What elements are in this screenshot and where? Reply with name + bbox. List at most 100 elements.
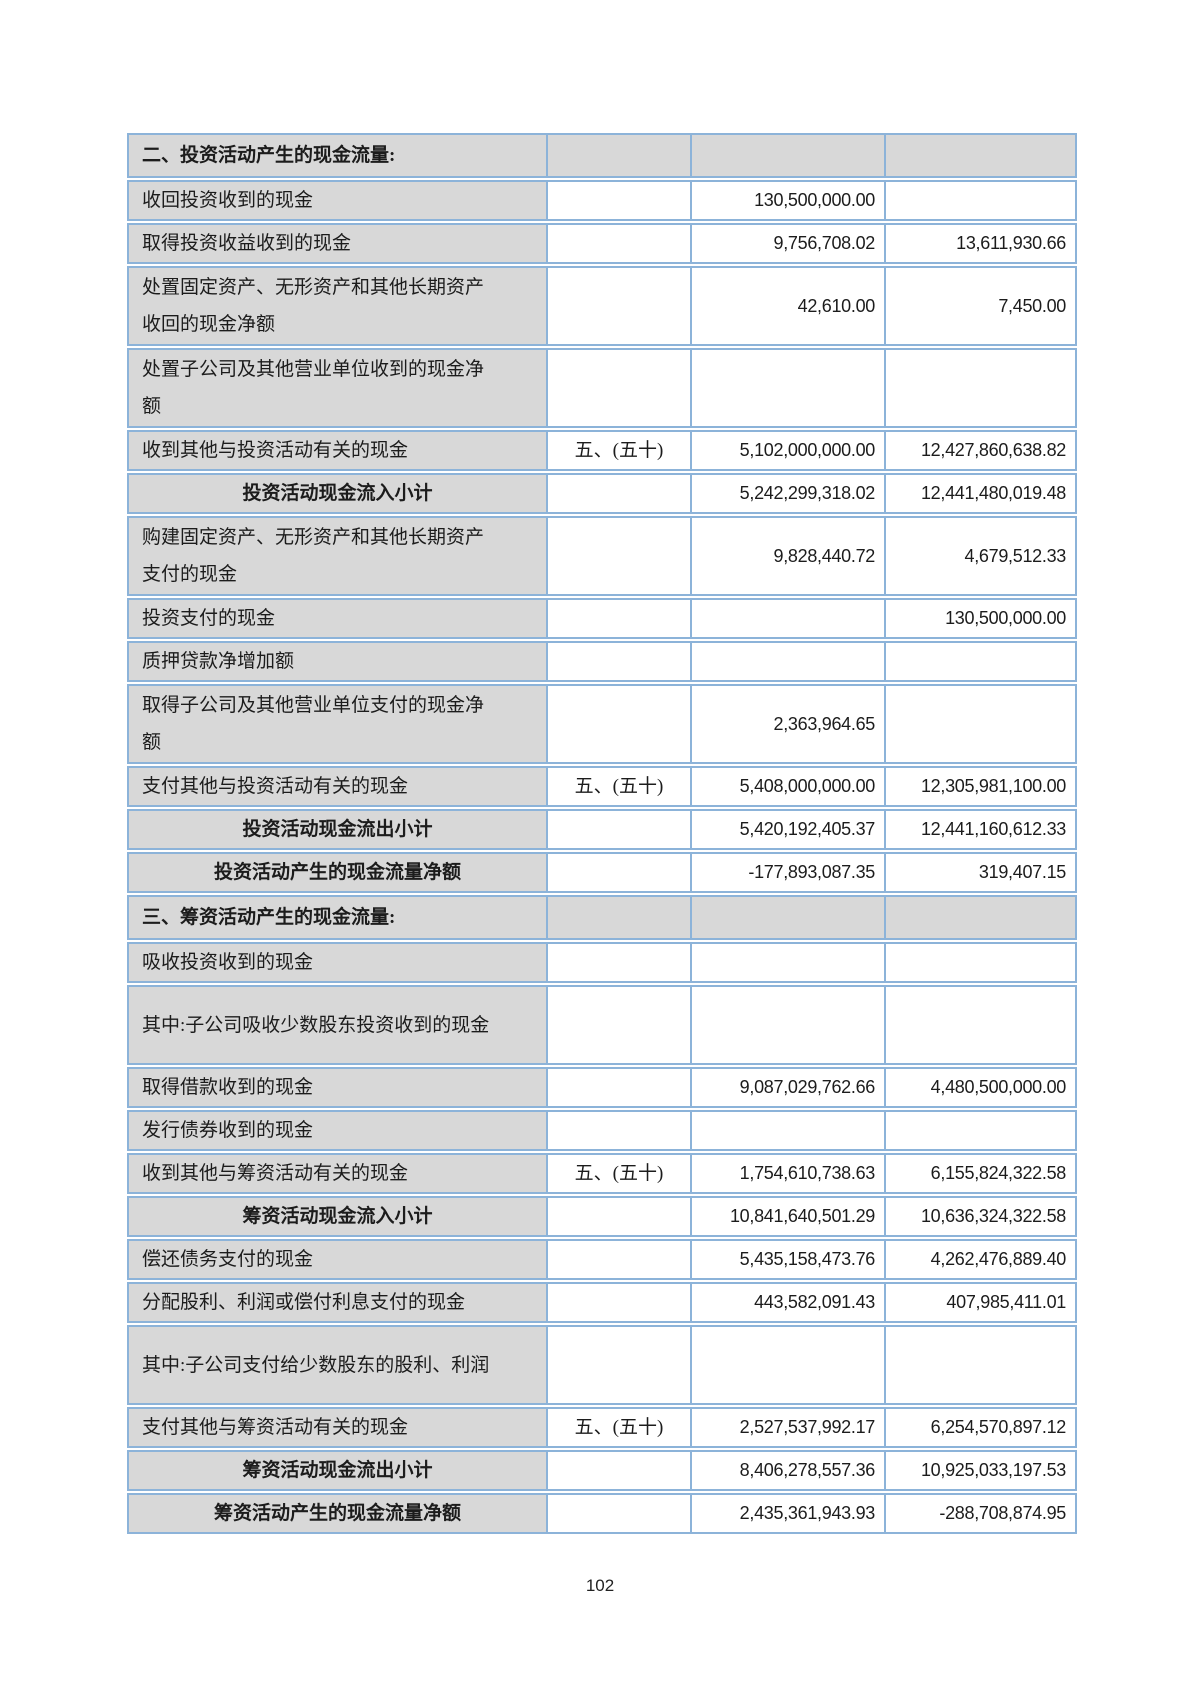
row-note-reference — [546, 1282, 690, 1323]
table-row: 投资活动现金流出小计 5,420,192,405.37 12,441,160,6… — [127, 809, 1077, 850]
row-note-reference — [546, 1196, 690, 1237]
row-item-label: 二、投资活动产生的现金流量: — [127, 133, 546, 178]
row-prior-period-value: 12,305,981,100.00 — [884, 766, 1077, 807]
row-current-period-value: 5,102,000,000.00 — [690, 430, 884, 471]
table-row: 其中:子公司支付给少数股东的股利、利润 — [127, 1325, 1077, 1405]
row-note-reference — [546, 809, 690, 850]
row-item-label: 收回投资收到的现金 — [127, 180, 546, 221]
table-row: 取得借款收到的现金 9,087,029,762.66 4,480,500,000… — [127, 1067, 1077, 1108]
table-row: 筹资活动现金流入小计 10,841,640,501.29 10,636,324,… — [127, 1196, 1077, 1237]
row-current-period-value — [690, 942, 884, 983]
row-item-label: 取得借款收到的现金 — [127, 1067, 546, 1108]
row-item-label: 收到其他与投资活动有关的现金 — [127, 430, 546, 471]
row-note-reference — [546, 985, 690, 1065]
row-current-period-value: 5,242,299,318.02 — [690, 473, 884, 514]
row-prior-period-value: 10,925,033,197.53 — [884, 1450, 1077, 1491]
row-prior-period-value: 4,262,476,889.40 — [884, 1239, 1077, 1280]
table-row: 收到其他与筹资活动有关的现金 五、(五十) 1,754,610,738.63 6… — [127, 1153, 1077, 1194]
row-prior-period-value: 4,679,512.33 — [884, 516, 1077, 596]
table-row: 投资活动现金流入小计 5,242,299,318.02 12,441,480,0… — [127, 473, 1077, 514]
row-item-label: 处置固定资产、无形资产和其他长期资产收回的现金净额 — [127, 266, 546, 346]
row-prior-period-value — [884, 1110, 1077, 1151]
table-row: 处置子公司及其他营业单位收到的现金净额 — [127, 348, 1077, 428]
cash-flow-table-body: 二、投资活动产生的现金流量: 收回投资收到的现金 130,500,000.00 … — [127, 133, 1077, 1534]
row-prior-period-value — [884, 985, 1077, 1065]
row-item-label: 其中:子公司支付给少数股东的股利、利润 — [127, 1325, 546, 1405]
row-prior-period-value — [884, 180, 1077, 221]
row-item-label: 取得投资收益收到的现金 — [127, 223, 546, 264]
table-row: 吸收投资收到的现金 — [127, 942, 1077, 983]
row-note-reference — [546, 473, 690, 514]
row-prior-period-value — [884, 348, 1077, 428]
row-note-reference — [546, 180, 690, 221]
table-row: 质押贷款净增加额 — [127, 641, 1077, 682]
row-note-reference — [546, 598, 690, 639]
table-row: 其中:子公司吸收少数股东投资收到的现金 — [127, 985, 1077, 1065]
row-item-label: 筹资活动现金流入小计 — [127, 1196, 546, 1237]
row-prior-period-value: 12,427,860,638.82 — [884, 430, 1077, 471]
row-current-period-value: 2,363,964.65 — [690, 684, 884, 764]
row-current-period-value — [690, 895, 884, 940]
row-prior-period-value — [884, 641, 1077, 682]
row-current-period-value: 130,500,000.00 — [690, 180, 884, 221]
table-row: 投资支付的现金 130,500,000.00 — [127, 598, 1077, 639]
table-row: 发行债券收到的现金 — [127, 1110, 1077, 1151]
row-current-period-value — [690, 348, 884, 428]
row-current-period-value: 8,406,278,557.36 — [690, 1450, 884, 1491]
row-prior-period-value — [884, 1325, 1077, 1405]
row-note-reference — [546, 348, 690, 428]
row-note-reference: 五、(五十) — [546, 1153, 690, 1194]
row-current-period-value: 5,435,158,473.76 — [690, 1239, 884, 1280]
row-item-label: 处置子公司及其他营业单位收到的现金净额 — [127, 348, 546, 428]
table-row: 取得投资收益收到的现金 9,756,708.02 13,611,930.66 — [127, 223, 1077, 264]
row-current-period-value: 2,527,537,992.17 — [690, 1407, 884, 1448]
row-current-period-value: -177,893,087.35 — [690, 852, 884, 893]
row-item-label: 发行债券收到的现金 — [127, 1110, 546, 1151]
row-item-label: 投资活动现金流出小计 — [127, 809, 546, 850]
row-note-reference — [546, 684, 690, 764]
row-note-reference — [546, 641, 690, 682]
table-row: 二、投资活动产生的现金流量: — [127, 133, 1077, 178]
row-prior-period-value — [884, 684, 1077, 764]
row-note-reference — [546, 1239, 690, 1280]
row-note-reference — [546, 516, 690, 596]
row-item-label: 收到其他与筹资活动有关的现金 — [127, 1153, 546, 1194]
row-current-period-value: 9,087,029,762.66 — [690, 1067, 884, 1108]
table-row: 收回投资收到的现金 130,500,000.00 — [127, 180, 1077, 221]
table-row: 三、筹资活动产生的现金流量: — [127, 895, 1077, 940]
row-note-reference — [546, 133, 690, 178]
row-current-period-value: 10,841,640,501.29 — [690, 1196, 884, 1237]
table-row: 收到其他与投资活动有关的现金 五、(五十) 5,102,000,000.00 1… — [127, 430, 1077, 471]
row-note-reference — [546, 1067, 690, 1108]
row-note-reference — [546, 1325, 690, 1405]
row-current-period-value: 5,408,000,000.00 — [690, 766, 884, 807]
row-prior-period-value: 407,985,411.01 — [884, 1282, 1077, 1323]
table-row: 筹资活动产生的现金流量净额 2,435,361,943.93 -288,708,… — [127, 1493, 1077, 1534]
row-prior-period-value: 319,407.15 — [884, 852, 1077, 893]
table-row: 偿还债务支付的现金 5,435,158,473.76 4,262,476,889… — [127, 1239, 1077, 1280]
row-note-reference — [546, 223, 690, 264]
row-current-period-value: 443,582,091.43 — [690, 1282, 884, 1323]
row-prior-period-value — [884, 942, 1077, 983]
row-prior-period-value: 12,441,480,019.48 — [884, 473, 1077, 514]
row-item-label: 分配股利、利润或偿付利息支付的现金 — [127, 1282, 546, 1323]
table-row: 取得子公司及其他营业单位支付的现金净额 2,363,964.65 — [127, 684, 1077, 764]
table-row: 购建固定资产、无形资产和其他长期资产支付的现金 9,828,440.72 4,6… — [127, 516, 1077, 596]
row-item-label: 吸收投资收到的现金 — [127, 942, 546, 983]
row-item-label: 偿还债务支付的现金 — [127, 1239, 546, 1280]
row-prior-period-value: 6,254,570,897.12 — [884, 1407, 1077, 1448]
row-current-period-value — [690, 598, 884, 639]
row-item-label: 其中:子公司吸收少数股东投资收到的现金 — [127, 985, 546, 1065]
row-item-label: 三、筹资活动产生的现金流量: — [127, 895, 546, 940]
row-item-label: 投资活动产生的现金流量净额 — [127, 852, 546, 893]
page-number: 102 — [585, 1576, 615, 1595]
row-prior-period-value: 130,500,000.00 — [884, 598, 1077, 639]
row-prior-period-value: 7,450.00 — [884, 266, 1077, 346]
table-row: 支付其他与投资活动有关的现金 五、(五十) 5,408,000,000.00 1… — [127, 766, 1077, 807]
row-current-period-value: 1,754,610,738.63 — [690, 1153, 884, 1194]
row-current-period-value — [690, 1110, 884, 1151]
row-note-reference — [546, 895, 690, 940]
row-item-label: 投资支付的现金 — [127, 598, 546, 639]
row-prior-period-value — [884, 895, 1077, 940]
